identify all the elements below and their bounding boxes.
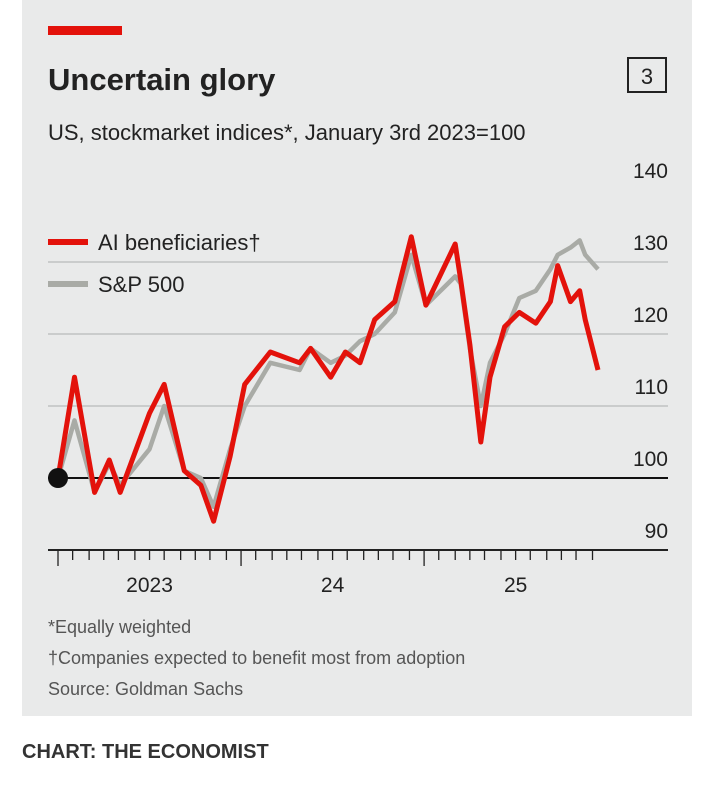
chart-title: Uncertain glory — [48, 62, 276, 97]
badge: 3 — [641, 64, 653, 89]
legend-label: S&P 500 — [98, 272, 184, 297]
x-tick-label: 24 — [321, 574, 345, 597]
footnote: †Companies expected to benefit most from… — [48, 648, 465, 668]
y-tick-label: 130 — [633, 232, 668, 255]
y-tick-label: 110 — [635, 376, 668, 399]
y-tick-label: 140 — [633, 160, 668, 183]
red-tag — [48, 26, 122, 35]
series-line — [55, 234, 601, 524]
legend-label: AI beneficiaries† — [98, 230, 261, 255]
footnote: *Equally weighted — [48, 617, 191, 637]
start-dot — [48, 468, 68, 488]
source: Source: Goldman Sachs — [48, 679, 243, 699]
chart-subtitle: US, stockmarket indices*, January 3rd 20… — [48, 120, 526, 145]
y-tick-label: 120 — [633, 304, 668, 327]
badge-box — [627, 57, 667, 93]
y-tick-label: 90 — [645, 520, 668, 543]
y-tick-label: 100 — [633, 448, 668, 471]
x-tick-label: 25 — [504, 574, 527, 597]
credit: CHART: THE ECONOMIST — [22, 741, 269, 763]
x-tick-label: 2023 — [126, 574, 173, 597]
